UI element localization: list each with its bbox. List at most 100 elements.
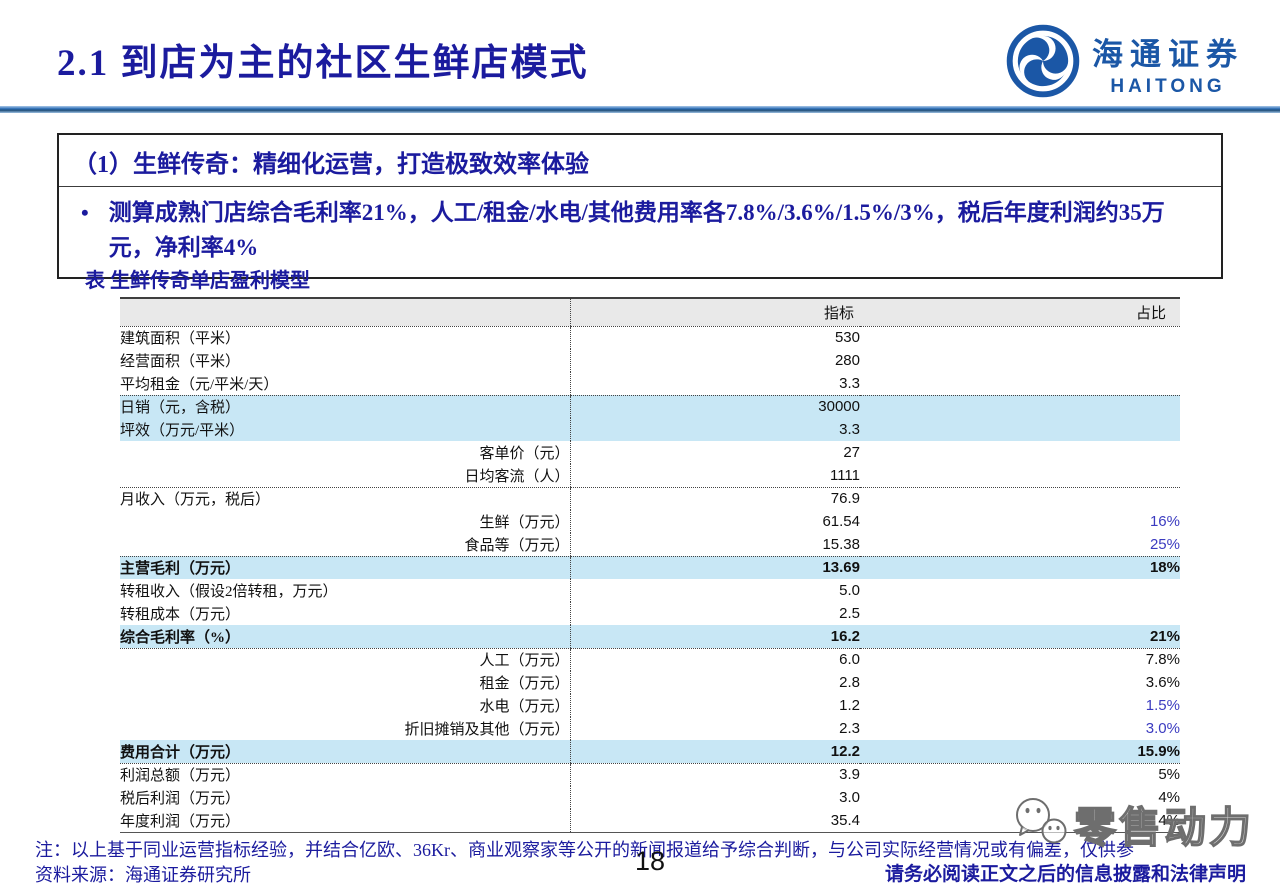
row-ratio-value [860, 579, 1180, 602]
table-row: 水电（万元） 1.2 1.5% [120, 694, 1180, 717]
row-ratio-value: 4% [1158, 789, 1180, 806]
table-row: 生鲜（万元） 61.54 16% [120, 510, 1180, 533]
row-metric-value: 3.3 [569, 418, 860, 441]
row-ratio-value: 5% [1158, 766, 1180, 784]
info-box-bullet: • 测算成熟门店综合毛利率21%，人工/租金/水电/其他费用率各7.8%/3.6… [59, 187, 1221, 277]
table-row: 人工（万元） 6.0 7.8% [120, 648, 1180, 671]
disclaimer-text: 请务必阅读正文之后的信息披露和法律声明 [884, 864, 1246, 885]
table-row: 主营毛利（万元） 13.69 18% [120, 556, 1180, 579]
row-metric-value: 5.0 [569, 579, 860, 602]
row-ratio-value: 25% [860, 533, 1180, 557]
row-label: 建筑面积（平米） [120, 331, 241, 348]
row-ratio-value [860, 464, 1180, 488]
row-metric-value: 76.9 [569, 487, 860, 510]
row-metric-value: 16.2 [569, 625, 860, 649]
row-ratio-value [860, 372, 1180, 396]
table-row: 客单价（元） 27 [120, 441, 1180, 464]
row-metric-value: 280 [569, 349, 860, 372]
row-metric-value: 3.9 [569, 763, 860, 786]
table-row: 日销（元，含税） 30000 [120, 395, 1180, 418]
row-ratio-value: 15.9% [860, 740, 1180, 764]
row-ratio-value [860, 349, 1180, 372]
wechat-bubbles-icon [1008, 795, 1072, 854]
table-row: 税后利润（万元） 3.0 4% [120, 786, 1180, 809]
row-label: 主营毛利（万元） [120, 556, 570, 579]
row-ratio-value: 21% [860, 625, 1180, 649]
row-label: 税后利润（万元） [120, 791, 241, 807]
row-label: 坪效（万元/平米） [120, 418, 570, 441]
row-ratio-value: 3.6% [1145, 674, 1180, 691]
table-row: 平均租金（元/平米/天） 3.3 [120, 372, 1180, 396]
row-label: 经营面积（平米） [120, 354, 241, 370]
profit-model-table: 指标 占比 建筑面积（平米） 530 经营面积（平米） 280 平均租金（元/平米/天）… [120, 297, 1180, 833]
row-metric-value: 3.0 [569, 786, 860, 809]
row-metric-value: 6.0 [569, 648, 860, 671]
row-ratio-value [860, 602, 1180, 625]
bullet-icon: • [81, 200, 89, 225]
logo-cn-text: 海通证券 [1092, 37, 1244, 72]
row-label: 水电（万元） [479, 699, 570, 715]
row-metric-value: 15.38 [569, 533, 860, 557]
row-metric-value: 2.8 [569, 671, 860, 694]
table-row: 转租收入（假设2倍转租，万元） 5.0 [120, 579, 1180, 602]
haitong-swirl-icon [1006, 24, 1080, 103]
info-box: （1）生鲜传奇：精细化运营，打造极致效率体验 • 测算成熟门店综合毛利率21%，… [57, 133, 1223, 279]
table-row: 坪效（万元/平米） 3.3 [120, 418, 1180, 441]
row-metric-value: 2.3 [569, 717, 860, 740]
row-ratio-value [860, 441, 1180, 464]
row-metric-value: 13.69 [569, 556, 860, 579]
row-metric-value: 27 [569, 441, 860, 464]
row-metric-value: 2.5 [569, 602, 860, 625]
row-ratio-value: 1.5% [1145, 697, 1180, 714]
row-metric-value: 530 [569, 326, 860, 349]
table-body: 建筑面积（平米） 530 经营面积（平米） 280 平均租金（元/平米/天） 3.3 日销（… [120, 326, 1180, 833]
table-row: 建筑面积（平米） 530 [120, 326, 1180, 349]
watermark-text: 零售动力 [1073, 805, 1254, 853]
row-ratio-value: 18% [860, 556, 1180, 579]
table-row: 租金（万元） 2.8 3.6% [120, 671, 1180, 694]
source-note: 资料来源：海通证券研究所 [35, 865, 251, 885]
table-row: 费用合计（万元） 12.2 15.9% [120, 740, 1180, 764]
table-row: 食品等（万元） 15.38 25% [120, 533, 1180, 557]
row-label: 转租成本（万元） [120, 607, 241, 623]
row-ratio-value [860, 418, 1180, 441]
row-metric-value: 35.4 [569, 809, 860, 833]
row-label: 平均租金（元/平米/天） [120, 372, 570, 396]
row-label: 生鲜（万元） [479, 515, 570, 531]
row-ratio-value: 16% [1149, 513, 1180, 530]
page-title: 2.1 到店为主的社区生鲜店模式 [57, 43, 589, 84]
table-row: 经营面积（平米） 280 [120, 349, 1180, 372]
row-metric-value: 61.54 [569, 510, 860, 533]
table-header-row: 指标 占比 [120, 297, 1180, 327]
watermark: 零售动力 [1008, 794, 1254, 855]
row-metric-value: 3.3 [569, 372, 860, 396]
table-row: 利润总额（万元） 3.9 5% [120, 763, 1180, 786]
table-row: 日均客流（人） 1111 [120, 464, 1180, 488]
table-row: 月收入（万元，税后） 76.9 [120, 487, 1180, 510]
row-ratio-value: 3.0% [1145, 720, 1180, 737]
row-ratio-value [860, 395, 1180, 418]
row-label: 人工（万元） [479, 653, 570, 670]
logo-en-text: HAITONG [1110, 76, 1226, 97]
row-label: 年度利润（万元） [120, 809, 570, 833]
row-label: 综合毛利率（%） [120, 625, 570, 649]
haitong-logo: 海通证券 HAITONG [1006, 24, 1244, 103]
row-label: 转租收入（假设2倍转租，万元） [120, 584, 338, 600]
row-label: 食品等（万元） [120, 533, 570, 557]
row-metric-value: 30000 [569, 395, 860, 418]
row-metric-value: 12.2 [569, 740, 860, 764]
row-metric-value: 1.2 [569, 694, 860, 717]
row-label: 折旧摊销及其他（万元） [404, 722, 570, 738]
header-metric-cell: 指标 [569, 297, 860, 327]
row-label: 费用合计（万元） [120, 740, 570, 764]
row-ratio-value: 7.8% [1145, 651, 1180, 669]
row-label: 日均客流（人） [120, 464, 570, 488]
row-label: 月收入（万元，税后） [120, 492, 271, 509]
row-label: 租金（万元） [479, 676, 570, 692]
table-caption: 表 生鲜传奇单店盈利模型 [85, 270, 310, 292]
row-label: 日销（元，含税） [120, 395, 570, 418]
info-box-heading: （1）生鲜传奇：精细化运营，打造极致效率体验 [59, 135, 1221, 187]
header-label-cell [120, 297, 570, 327]
footer-note: 注：以上基于同业运营指标经验，并结合亿欧、36Kr、商业观察家等公开的新闻报道给… [35, 840, 1134, 860]
